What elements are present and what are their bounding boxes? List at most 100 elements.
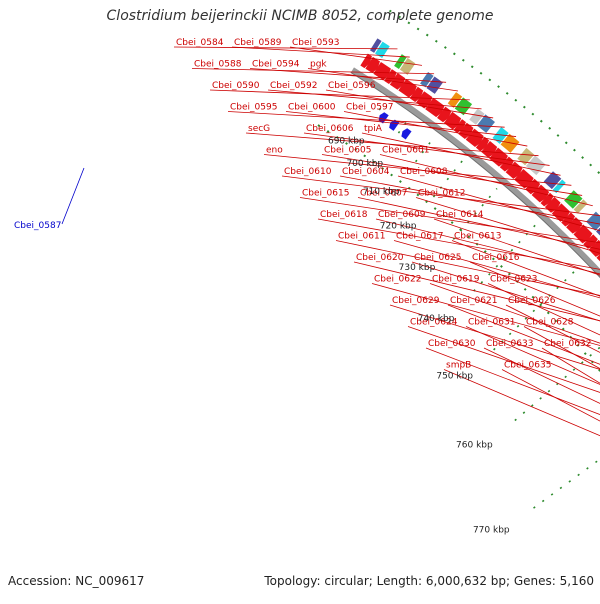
- forward-gene-arrow: [596, 254, 600, 262]
- label-leader-line: [289, 46, 423, 66]
- label-leader-line: [361, 132, 561, 176]
- label-leader-line: [325, 89, 494, 119]
- cog-category-block: [420, 72, 434, 88]
- label-leader-line: [299, 197, 600, 244]
- scale-tick-label: 710 kbp: [363, 187, 400, 197]
- label-leader-line: [443, 369, 600, 437]
- gene-label: Cbei_0597: [346, 103, 393, 113]
- label-leader-line: [335, 240, 600, 296]
- cog-category-block: [476, 114, 495, 133]
- scale-tick-label: 690 kbp: [328, 137, 365, 147]
- label-leader-line: [317, 218, 600, 270]
- gene-label: Cbei_0620: [356, 253, 404, 263]
- gene-label: Cbei_0607: [360, 189, 407, 199]
- label-leader-line: [389, 304, 600, 370]
- cog-category-block: [454, 97, 473, 116]
- label-leader-line: [541, 347, 600, 384]
- gene-label: eno: [266, 146, 283, 156]
- gene-label: Cbei_0584: [176, 38, 224, 48]
- tick-dotted-line: [473, 223, 538, 292]
- cog-category-block: [426, 76, 443, 94]
- label-leader-line: [227, 111, 505, 128]
- label-leader-line: [505, 304, 600, 353]
- cog-category-block: [492, 127, 509, 144]
- gene-label: Cbei_0595: [230, 103, 277, 113]
- gene-label: Cbei_0611: [338, 232, 385, 242]
- label-leader-line: [281, 175, 600, 217]
- forward-gene-arrow: [551, 203, 571, 222]
- forward-gene-arrow: [453, 119, 466, 134]
- tick-dotted-line: [432, 159, 464, 198]
- gene-label: Cbei_0626: [508, 296, 556, 306]
- label-leader-line: [357, 197, 600, 250]
- cog-category-block: [552, 179, 566, 194]
- label-leader-line: [429, 283, 600, 344]
- forward-gene-arrow: [475, 136, 490, 152]
- gene-label: Cbei_0633: [486, 339, 533, 349]
- gene-label: Cbei_0635: [504, 361, 551, 371]
- forward-gene-arrow: [398, 78, 417, 98]
- label-leader-line: [191, 68, 435, 75]
- forward-gene-arrow: [489, 147, 508, 167]
- gene-label: Cbei_0628: [526, 318, 574, 328]
- label-leader-line-reverse: [61, 167, 85, 225]
- forward-gene-arrow: [561, 212, 576, 227]
- gene-label: Cbei_0609: [378, 210, 426, 220]
- reverse-gene-arrow: [389, 119, 400, 131]
- gene-label: Cbei_0612: [418, 189, 465, 199]
- forward-gene-arrow: [373, 62, 391, 81]
- gene-label: Cbei_0613: [454, 232, 501, 242]
- gene-features: [360, 38, 600, 262]
- tick-dotted-line: [493, 265, 581, 351]
- gene-label: Cbei_0625: [414, 253, 461, 263]
- gene-labels: Cbei_0584 Cbei_0589 Cbei_0593 Cbei_0588 Cbei…: [14, 38, 591, 371]
- scale-tick-label: 730 kbp: [399, 263, 436, 273]
- label-leader-line: [487, 283, 600, 336]
- tick-dotted-line: [452, 187, 498, 240]
- gene-label: pgk: [310, 60, 327, 70]
- cog-category-block: [596, 227, 600, 236]
- label-leader-line: [483, 347, 600, 404]
- scale-tick-label: 750 kbp: [436, 371, 473, 381]
- gene-label: Cbei_0589: [234, 38, 282, 48]
- tick-dotted-lines: [317, 9, 600, 509]
- cog-category-block: [500, 133, 520, 153]
- forward-gene-arrow: [389, 72, 406, 90]
- cog-category-block: [447, 92, 463, 108]
- cog-category-block: [399, 58, 416, 75]
- gene-label: Cbei_0590: [212, 81, 260, 91]
- reverse-gene-arrow: [378, 112, 389, 124]
- scale-tick-labels: 690 kbp 700 kbp 710 kbp 720 kbp 730 kbp 740 k…: [328, 137, 510, 536]
- label-leader-lines: [61, 46, 600, 437]
- cog-category-block: [525, 155, 546, 176]
- forward-gene-arrow: [409, 86, 424, 103]
- forward-gene-arrow: [365, 56, 380, 74]
- label-leader-line: [451, 240, 600, 297]
- label-leader-line: [397, 175, 600, 232]
- gene-label: Cbei_0605: [324, 146, 371, 156]
- gene-label: Cbei_0621: [450, 296, 497, 306]
- cog-category-block: [586, 211, 600, 231]
- gene-label: Cbei_0623: [490, 275, 537, 285]
- label-leader-line: [501, 369, 600, 422]
- cog-category-block: [369, 38, 382, 53]
- forward-gene-arrow: [514, 168, 534, 189]
- label-leader-line: [307, 68, 459, 92]
- gene-label: Cbei_0600: [288, 103, 336, 113]
- label-leader-line: [285, 111, 517, 137]
- label-leader-line: [393, 240, 600, 299]
- label-leader-line: [469, 261, 600, 317]
- gene-label: Cbei_0624: [410, 318, 458, 328]
- forward-gene-arrow: [465, 128, 484, 147]
- scale-tick-label: 760 kbp: [456, 440, 493, 450]
- gene-label: Cbei_0596: [328, 81, 376, 91]
- cog-category-block: [573, 199, 588, 214]
- label-leader-line: [231, 46, 410, 58]
- forward-gene-arrow: [573, 224, 593, 244]
- scale-tick-label: 770 kbp: [473, 526, 510, 536]
- gene-label: Cbei_0618: [320, 210, 368, 220]
- gene-label: tpiA: [364, 124, 383, 134]
- label-leader-line: [447, 304, 600, 365]
